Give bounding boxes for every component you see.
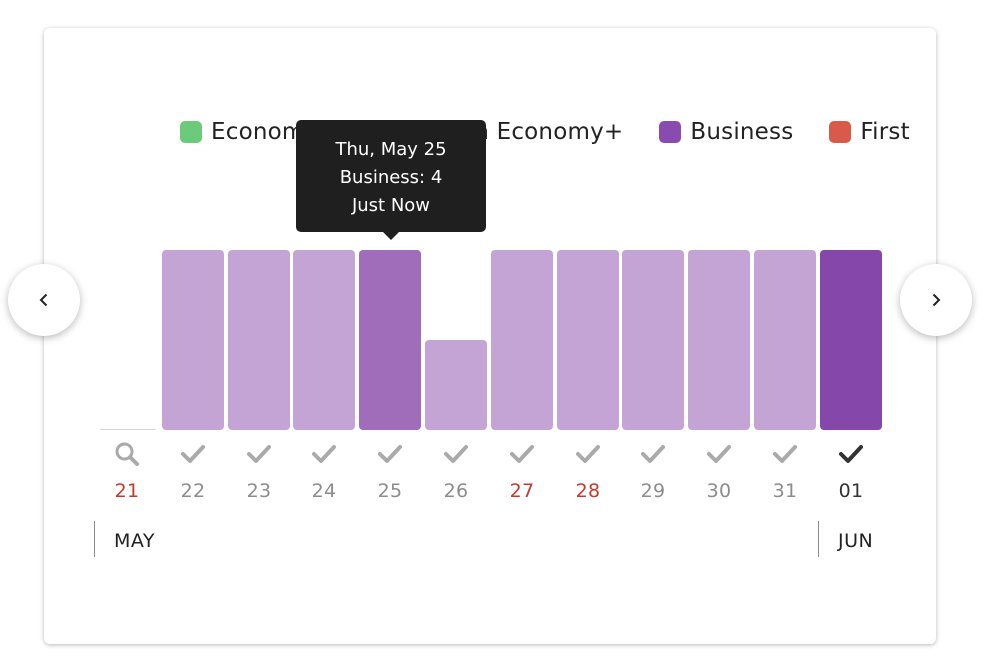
bar-day-24[interactable]: [293, 250, 355, 430]
legend-swatch-business: [659, 121, 682, 143]
legend-item-business[interactable]: Business: [659, 119, 793, 145]
bar-day-26[interactable]: [425, 340, 487, 430]
legend-item-first[interactable]: First: [829, 119, 910, 145]
chevron-left-icon: [39, 293, 48, 307]
bar-day-27[interactable]: [491, 250, 553, 430]
legend: Economy Premium Economy+ Business First: [180, 114, 946, 150]
tooltip-value: Business: 4: [339, 167, 443, 188]
bar-day-01[interactable]: [820, 250, 882, 430]
legend-label-first: First: [860, 119, 910, 145]
bar-tooltip: Thu, May 25 Business: 4 Just Now: [296, 120, 486, 240]
bar-day-23[interactable]: [228, 250, 290, 430]
bar-day-28[interactable]: [557, 250, 619, 430]
legend-label-business: Business: [690, 119, 794, 145]
next-button[interactable]: [900, 264, 972, 336]
bar-day-30[interactable]: [688, 250, 750, 430]
prev-button[interactable]: [8, 264, 80, 336]
bar-day-29[interactable]: [622, 250, 684, 430]
legend-swatch-economy: [180, 121, 202, 143]
bar-day-22[interactable]: [162, 250, 224, 430]
bar-day-25[interactable]: [359, 250, 421, 430]
tooltip-updated: Just Now: [351, 195, 431, 216]
legend-swatch-first: [829, 121, 852, 143]
chevron-right-icon: [932, 293, 941, 307]
tooltip-date: Thu, May 25: [335, 139, 447, 160]
bar-day-31[interactable]: [754, 250, 816, 430]
